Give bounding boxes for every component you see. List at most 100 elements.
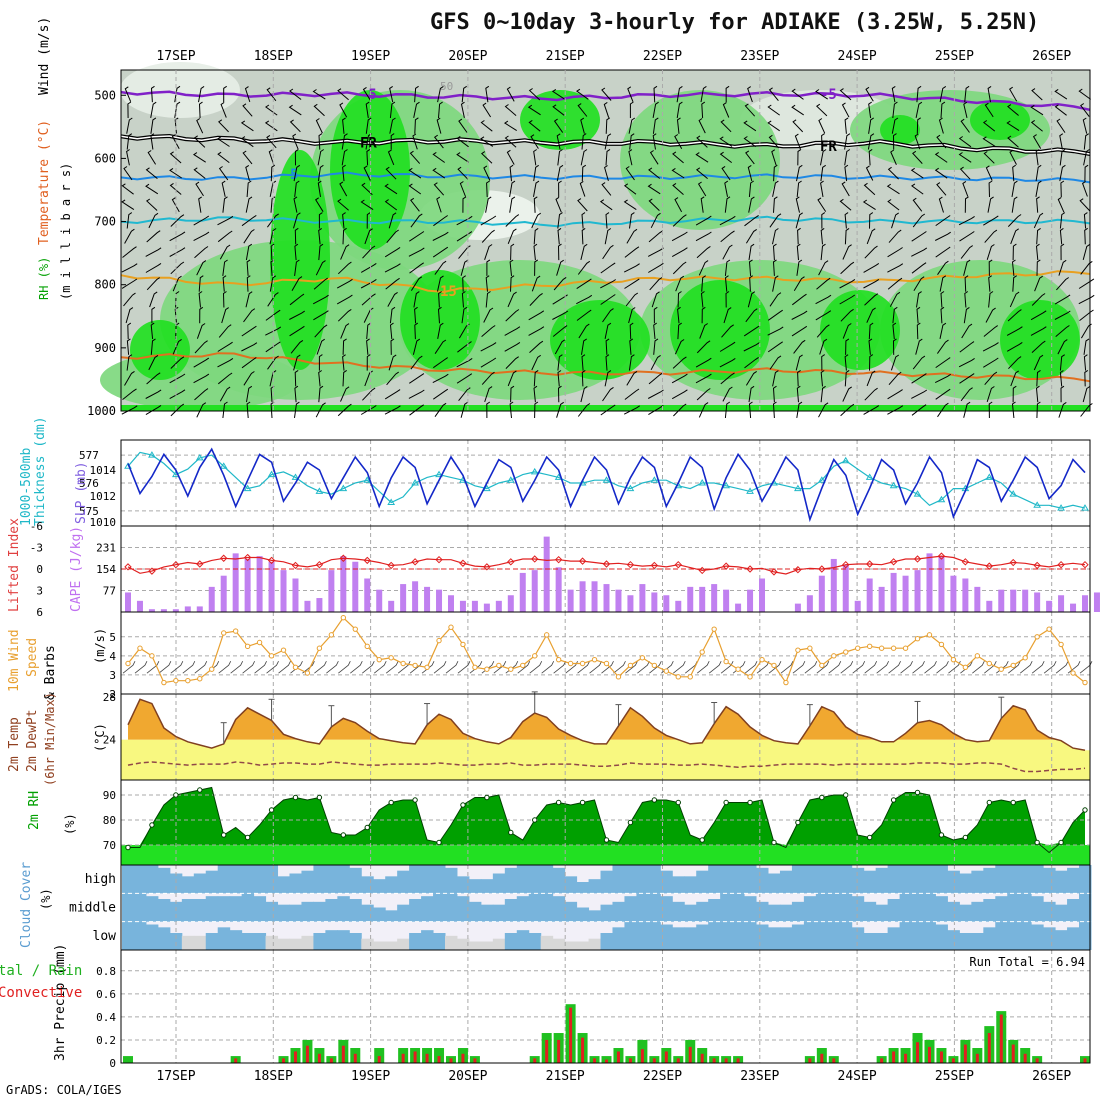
- cape-bar: [471, 600, 478, 612]
- wind-barb: [844, 369, 850, 387]
- wind-barb: [432, 246, 449, 258]
- wind-barb: [866, 228, 876, 245]
- wind-barb: [767, 326, 784, 336]
- wind-barb: [677, 291, 682, 308]
- wind-barb: [1031, 293, 1046, 306]
- wind-barb: [747, 164, 753, 182]
- thickness-point: [626, 484, 635, 492]
- wind-barb: [246, 401, 251, 419]
- rh-label: 2m RH: [27, 791, 42, 830]
- wind-barb: [122, 388, 137, 400]
- cloud-layer-high: [636, 865, 649, 894]
- cloud-layer-high: [612, 865, 625, 894]
- cloud-layer-low: [660, 924, 673, 950]
- wind-barb: [743, 325, 760, 337]
- li-point: [1081, 560, 1089, 569]
- wind-barb: [671, 247, 688, 258]
- wind-speed-point: [615, 674, 622, 680]
- wind-speed-point: [950, 656, 957, 663]
- cloud-layer-high: [995, 865, 1008, 894]
- wind-barb: [150, 338, 156, 355]
- li-point: [459, 559, 467, 567]
- precip-convective-bar: [377, 1056, 381, 1063]
- rh-shade: [400, 270, 480, 370]
- cape-bar: [555, 567, 562, 612]
- thickness-point: [435, 470, 443, 478]
- wind-barb: [627, 86, 634, 102]
- cloud-layer-middle: [385, 910, 398, 922]
- cloud-layer-middle: [540, 893, 554, 922]
- wind-speed-point: [161, 679, 167, 686]
- wind-speed-point: [460, 641, 466, 648]
- wind-barb: [267, 292, 279, 307]
- wind-barb: [218, 166, 229, 181]
- wind-barb: [318, 354, 323, 371]
- wind-barb: [599, 199, 613, 211]
- wind-barb: [791, 104, 804, 116]
- wind-barb: [436, 196, 442, 213]
- wind-barb: [1006, 120, 1020, 132]
- wind-barb: [600, 294, 616, 305]
- li-point: [770, 568, 778, 576]
- wind-barb: [725, 291, 730, 308]
- wind-barb: [412, 338, 421, 355]
- date-label-top: 23SEP: [740, 49, 779, 64]
- cloud-layer-middle: [289, 904, 302, 922]
- precip-convective-bar: [820, 1053, 824, 1063]
- wind-barb: [795, 354, 803, 371]
- cloud-level-label: high: [85, 872, 116, 887]
- wind-barb: [534, 259, 539, 276]
- isotherm-10C: [120, 215, 1091, 228]
- wind-barb: [629, 212, 635, 229]
- precip-tick: 0.4: [96, 1011, 116, 1024]
- thickness-tick: 577: [79, 449, 99, 462]
- wind-barb: [723, 307, 732, 324]
- wind-barb: [695, 357, 712, 368]
- wind-barb: [339, 181, 348, 197]
- wind-barb: [911, 389, 928, 399]
- cape-bar: [759, 578, 766, 612]
- cape-bar: [675, 600, 682, 612]
- precip-convective-bar: [305, 1045, 309, 1063]
- cloud-label: Cloud Cover: [19, 862, 34, 948]
- cloud-layer-low: [349, 933, 362, 950]
- wind-barb: [366, 212, 371, 229]
- y-tick-label: 1000: [87, 404, 116, 418]
- date-label-bottom: 26SEP: [1032, 1069, 1071, 1084]
- wind-barb: [841, 181, 850, 197]
- wind-barb: [605, 338, 610, 355]
- rh-tick: 80: [103, 814, 116, 827]
- precip-legend-convective: Convective: [0, 985, 82, 1001]
- cloud-layer-middle: [169, 901, 183, 922]
- cape-bar: [232, 553, 239, 612]
- date-label-bottom: 24SEP: [838, 1069, 877, 1084]
- wind-barb: [434, 339, 447, 354]
- slp-tick: 1012: [90, 490, 117, 503]
- thickness-point: [794, 484, 802, 492]
- wind-barb: [291, 276, 303, 292]
- li-point: [818, 565, 826, 573]
- wind-barb: [820, 243, 826, 261]
- isotherm-label: 5: [290, 167, 298, 183]
- cloud-layer-low: [516, 930, 530, 950]
- precip-legend-top: tal / Rain: [0, 963, 82, 979]
- wind-speed-point: [209, 666, 215, 672]
- precip-convective-bar: [951, 1058, 955, 1063]
- wind-barb: [797, 227, 801, 245]
- wind-barb: [912, 150, 923, 164]
- wind-barb: [460, 259, 469, 276]
- wind-speed-point: [771, 662, 777, 669]
- wind-barb: [649, 277, 663, 291]
- wind-barb: [724, 275, 729, 292]
- wind-barb: [510, 385, 515, 403]
- wind-barb: [589, 661, 602, 674]
- precip-convective-bar: [975, 1053, 979, 1063]
- wind-barb: [517, 661, 531, 674]
- precip-convective-bar: [652, 1058, 656, 1063]
- wind-barb: [557, 354, 563, 371]
- cloud-layer-middle: [756, 901, 769, 922]
- wind-barb: [602, 386, 614, 402]
- precip-convective-bar: [628, 1058, 632, 1063]
- cloud-layer-middle: [373, 907, 386, 922]
- cloud-layer-middle: [277, 904, 290, 922]
